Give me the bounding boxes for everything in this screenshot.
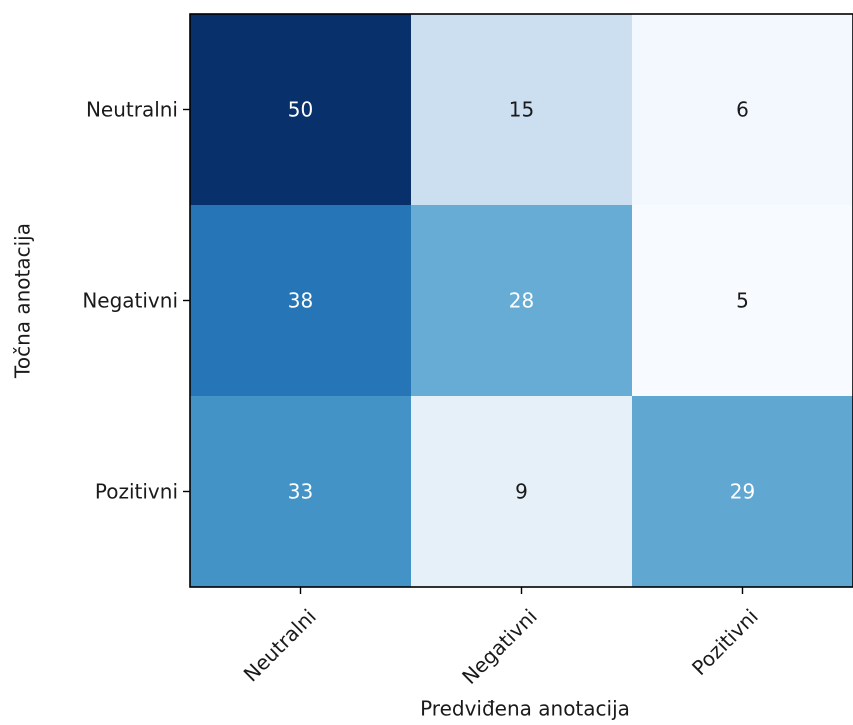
heatmap-cell: [411, 14, 633, 206]
y-tick-label: Pozitivni: [95, 480, 178, 504]
heatmap-cell: [411, 396, 633, 588]
heatmap-cell: [190, 205, 412, 397]
y-tick-label: Negativni: [82, 289, 178, 313]
cell-value-label: 6: [736, 98, 749, 122]
heatmap-cells: 50 15 6 38 28 5 33 9 29: [190, 14, 853, 588]
x-tick-label: Neutralni: [239, 604, 321, 686]
cell-value-label: 5: [736, 289, 749, 313]
heatmap-cell: [632, 396, 853, 588]
x-axis-ticks: Neutralni Negativni Pozitivni: [239, 587, 763, 689]
cell-value-label: 9: [515, 480, 528, 504]
heatmap-cell: [190, 14, 412, 206]
cell-value-label: 38: [288, 289, 313, 313]
x-tick-label: Negativni: [457, 604, 542, 689]
cell-value-label: 33: [288, 480, 313, 504]
heatmap-cell: [411, 205, 633, 397]
y-tick-label: Neutralni: [86, 98, 178, 122]
cell-value-label: 28: [509, 289, 534, 313]
cell-value-label: 50: [288, 98, 313, 122]
heatmap-cell: [190, 396, 412, 588]
x-axis-label: Predviđena anotacija: [420, 697, 630, 721]
heatmap-cell: [632, 205, 853, 397]
cell-value-label: 29: [730, 480, 755, 504]
cell-value-label: 15: [509, 98, 534, 122]
x-tick-label: Pozitivni: [687, 604, 763, 680]
heatmap-cell: [632, 14, 853, 206]
y-axis-label: Točna anotacija: [11, 223, 35, 379]
y-axis-ticks: Neutralni Negativni Pozitivni: [82, 98, 190, 504]
